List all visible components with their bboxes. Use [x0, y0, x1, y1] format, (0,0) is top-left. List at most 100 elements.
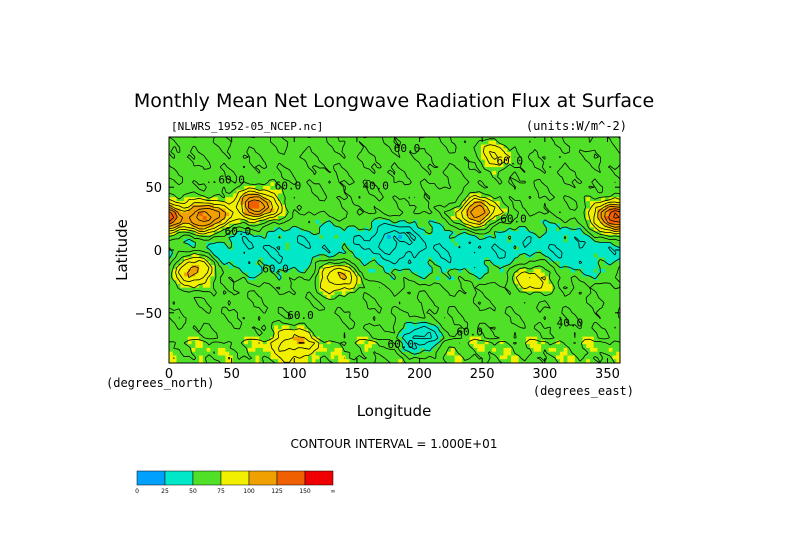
heat-cell [424, 272, 429, 277]
heat-cell [338, 265, 343, 270]
heat-cell [274, 167, 279, 172]
heat-cell [251, 280, 257, 285]
heat-cell [413, 167, 418, 172]
heat-cell [210, 280, 215, 285]
heat-cell [270, 223, 275, 228]
heat-cell [251, 159, 257, 164]
heat-cell [484, 216, 490, 221]
heat-cell [398, 178, 403, 183]
heat-cell [334, 155, 339, 161]
heat-cell [202, 159, 208, 164]
heat-cell [458, 159, 463, 164]
heat-cell [262, 167, 268, 172]
heat-cell [274, 163, 279, 168]
heat-cell [308, 219, 313, 225]
heat-cell [195, 253, 200, 259]
heat-cell [480, 174, 486, 180]
heat-cell [480, 261, 486, 266]
heat-cell [473, 253, 478, 259]
heat-cell [326, 208, 332, 213]
heat-cell [413, 140, 418, 146]
heat-cell [270, 182, 275, 187]
heat-cell [259, 253, 264, 259]
heat-cell [199, 204, 204, 210]
heat-cell [206, 287, 211, 293]
heat-cell [304, 265, 309, 270]
heat-cell [443, 182, 448, 187]
heat-cell [586, 170, 591, 176]
heat-cell [195, 155, 200, 161]
heat-cell [582, 257, 587, 262]
heat-cell [473, 197, 478, 202]
heat-cell [169, 291, 174, 296]
heat-cell [210, 144, 215, 149]
heat-cell [293, 280, 298, 285]
heat-cell [341, 272, 347, 277]
heat-cell [514, 287, 520, 293]
heat-cell [514, 163, 520, 168]
heat-cell [514, 246, 520, 251]
heat-cell [586, 261, 591, 266]
heat-cell [191, 268, 196, 274]
heat-cell [450, 204, 456, 210]
heat-cell [319, 167, 324, 172]
heat-cell [172, 231, 178, 236]
heat-cell [180, 148, 185, 153]
heat-cell [578, 170, 584, 176]
heat-cell [356, 261, 362, 266]
heat-cell [345, 189, 350, 195]
heat-cell [304, 212, 309, 217]
heat-cell [202, 283, 208, 289]
heat-cell [409, 208, 414, 213]
heat-cell [582, 170, 587, 176]
heat-cell [217, 137, 223, 142]
heat-cell [428, 159, 433, 164]
heat-cell [259, 159, 264, 164]
heat-cell [353, 280, 358, 285]
heat-cell [499, 246, 505, 251]
heat-cell [507, 272, 512, 277]
heat-cell [507, 223, 512, 228]
heat-cell [435, 189, 441, 195]
heat-cell [616, 163, 620, 168]
heat-cell [311, 276, 317, 281]
heat-cell [409, 280, 414, 285]
heat-cell [608, 287, 614, 293]
heat-cell [582, 137, 587, 142]
heat-cell [180, 163, 185, 168]
heat-cell [202, 148, 208, 153]
heat-cell [469, 216, 475, 221]
heat-cell [345, 250, 350, 255]
heat-cell [371, 189, 377, 195]
heat-cell [465, 182, 471, 187]
heat-cell [582, 204, 587, 210]
heat-cell [169, 144, 174, 149]
heat-cell [296, 170, 302, 176]
heat-cell [529, 276, 535, 281]
heat-cell [293, 287, 298, 293]
heat-cell [462, 253, 467, 259]
heat-cell [432, 155, 437, 161]
heat-cell [270, 231, 275, 236]
heat-cell [311, 159, 317, 164]
heat-cell [552, 250, 557, 255]
heat-cell [529, 152, 535, 157]
heat-cell [548, 246, 553, 251]
heat-cell [195, 167, 200, 172]
heat-cell [477, 148, 482, 153]
heat-cell [582, 178, 587, 183]
heat-cell [368, 265, 373, 270]
heat-cell [495, 268, 501, 274]
heat-cell [424, 216, 429, 221]
heat-cell [589, 212, 595, 217]
heat-cell [417, 216, 422, 221]
heat-cell [277, 257, 283, 262]
heat-cell [571, 144, 576, 149]
heat-cell [409, 193, 414, 198]
heat-cell [514, 216, 520, 221]
heat-cell [315, 167, 320, 172]
heat-cell [394, 174, 399, 180]
heat-cell [511, 257, 516, 262]
heat-cell [458, 212, 463, 217]
heat-cell [338, 208, 343, 213]
